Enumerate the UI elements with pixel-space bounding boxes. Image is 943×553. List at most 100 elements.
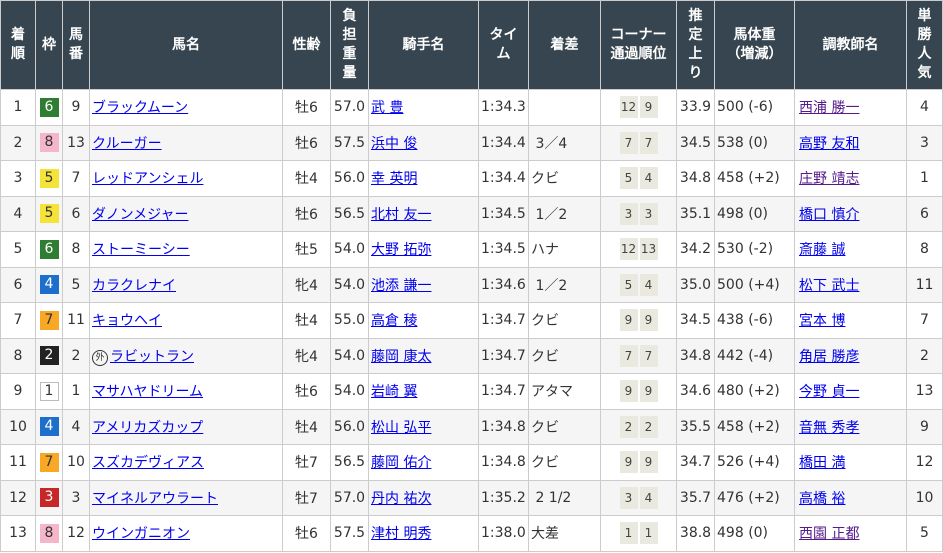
- weight-cell: 57.5: [330, 515, 369, 552]
- time-cell: 1:34.8: [478, 444, 529, 481]
- trainer-cell: 音無 秀孝: [794, 408, 907, 445]
- horse-cell: ブラックムーン: [89, 89, 283, 126]
- body-weight: 530: [717, 241, 744, 258]
- jockey-cell: 藤岡 佑介: [368, 444, 479, 481]
- jockey-link[interactable]: 津村 明秀: [371, 526, 432, 543]
- umaban-cell: 4: [62, 408, 90, 445]
- jockey-link[interactable]: 岩崎 翼: [371, 384, 418, 401]
- time-cell: 1:34.8: [478, 408, 529, 445]
- sexage-cell: 牝4: [282, 337, 331, 374]
- horse-cell: アメリカズカップ: [89, 408, 283, 445]
- trainer-link[interactable]: 西浦 勝一: [799, 100, 860, 117]
- time-cell: 1:35.2: [478, 479, 529, 516]
- trainer-link[interactable]: 宮本 博: [799, 313, 846, 330]
- jockey-link[interactable]: 浜中 俊: [371, 135, 418, 152]
- waku-cell: 6: [35, 89, 63, 126]
- jockey-link[interactable]: 北村 友一: [371, 206, 432, 223]
- jockey-link[interactable]: 松山 弘平: [371, 419, 432, 436]
- header-jockey: 騎手名: [368, 0, 479, 90]
- jockey-link[interactable]: 池添 謙一: [371, 277, 432, 294]
- table-row: 12 3 3 マイネルアウラート 牡7 57.0 丹内 祐次 1:35.2 2 1/2 3 4 35…: [0, 479, 943, 516]
- waku-cell: 8: [35, 515, 63, 552]
- time-cell: 1:34.7: [478, 373, 529, 410]
- popularity-cell: 3: [906, 124, 943, 161]
- body-weight-cell: 458 (+2): [714, 160, 795, 197]
- table-row: 7 7 11 キョウヘイ 牡4 55.0 高倉 稜 1:34.7 クビ 9 9 34.5 438 (-6…: [0, 302, 943, 339]
- last3f-cell: 34.6: [676, 373, 715, 410]
- trainer-link[interactable]: 橋田 満: [799, 455, 846, 472]
- waku-badge: 5: [39, 168, 59, 188]
- trainer-link[interactable]: 斎藤 誠: [799, 242, 846, 259]
- horse-link[interactable]: ストーミーシー: [92, 242, 190, 259]
- margin-cell: 3／4: [528, 124, 601, 161]
- table-row: 2 8 13 クルーガー 牡6 57.5 浜中 俊 1:34.4 3／4 7 7 34.5 538 (…: [0, 124, 943, 161]
- trainer-link[interactable]: 庄野 靖志: [799, 171, 860, 188]
- jockey-link[interactable]: 藤岡 康太: [371, 348, 432, 365]
- popularity-cell: 7: [906, 302, 943, 339]
- umaban-cell: 7: [62, 160, 90, 197]
- trainer-link[interactable]: 松下 武士: [799, 277, 860, 294]
- corner-position: 4: [639, 167, 658, 190]
- horse-cell: ストーミーシー: [89, 231, 283, 268]
- jockey-cell: 北村 友一: [368, 195, 479, 232]
- trainer-link[interactable]: 高野 友和: [799, 135, 860, 152]
- jockey-link[interactable]: 幸 英明: [371, 171, 418, 188]
- header-popularity: 単勝人気: [906, 0, 943, 90]
- horse-link[interactable]: キョウヘイ: [92, 313, 162, 330]
- jockey-link[interactable]: 高倉 稜: [371, 313, 418, 330]
- jockey-link[interactable]: 藤岡 佑介: [371, 455, 432, 472]
- jockey-cell: 岩崎 翼: [368, 373, 479, 410]
- waku-badge: 2: [39, 346, 59, 366]
- trainer-link[interactable]: 橋口 慎介: [799, 206, 860, 223]
- margin-cell: アタマ: [528, 373, 601, 410]
- jockey-link[interactable]: 大野 拓弥: [371, 242, 432, 259]
- horse-link[interactable]: マイネルアウラート: [92, 490, 218, 507]
- waku-badge: 4: [39, 275, 59, 295]
- trainer-link[interactable]: 音無 秀孝: [799, 419, 860, 436]
- margin-cell: 1／2: [528, 266, 601, 303]
- trainer-link[interactable]: 西園 正都: [799, 526, 860, 543]
- horse-link[interactable]: カラクレナイ: [92, 277, 176, 294]
- trainer-cell: 松下 武士: [794, 266, 907, 303]
- rank-cell: 6: [0, 266, 36, 303]
- last3f-cell: 34.8: [676, 160, 715, 197]
- trainer-link[interactable]: 今野 貞一: [799, 384, 860, 401]
- trainer-link[interactable]: 角居 勝彦: [799, 348, 860, 365]
- jockey-link[interactable]: 武 豊: [371, 100, 404, 117]
- umaban-cell: 13: [62, 124, 90, 161]
- horse-link[interactable]: クルーガー: [92, 135, 162, 152]
- trainer-link[interactable]: 高橋 裕: [799, 490, 846, 507]
- waku-cell: 5: [35, 160, 63, 197]
- corner-position: 3: [639, 202, 658, 225]
- weight-cell: 54.0: [330, 231, 369, 268]
- corner-position: 1: [619, 522, 638, 545]
- rank-cell: 2: [0, 124, 36, 161]
- horse-link[interactable]: マサハヤドリーム: [92, 384, 204, 401]
- horse-link[interactable]: ラビットラン: [110, 348, 194, 365]
- header-rank: 着順: [0, 0, 36, 90]
- weight-cell: 57.0: [330, 479, 369, 516]
- body-weight: 480: [717, 383, 744, 400]
- horse-link[interactable]: スズカデヴィアス: [92, 455, 204, 472]
- header-trainer: 調教師名: [794, 0, 907, 90]
- horse-link[interactable]: レッドアンシェル: [92, 171, 204, 188]
- horse-link[interactable]: ダノンメジャー: [92, 206, 189, 223]
- rank-cell: 12: [0, 479, 36, 516]
- popularity-cell: 13: [906, 373, 943, 410]
- horse-link[interactable]: ブラックムーン: [92, 100, 189, 117]
- last3f-cell: 34.2: [676, 231, 715, 268]
- weight-cell: 55.0: [330, 302, 369, 339]
- table-row: 6 4 5 カラクレナイ 牝4 54.0 池添 謙一 1:34.6 1／2 5 4 35.0 500 …: [0, 266, 943, 303]
- sexage-cell: 牡6: [282, 124, 331, 161]
- horse-link[interactable]: ウインガニオン: [92, 526, 190, 543]
- corner-position: 9: [639, 96, 658, 119]
- horse-link[interactable]: アメリカズカップ: [92, 419, 204, 436]
- body-weight-cell: 500 (+4): [714, 266, 795, 303]
- table-row: 10 4 4 アメリカズカップ 牡4 56.0 松山 弘平 1:34.8 クビ 2 2 35.5 458…: [0, 408, 943, 445]
- jockey-link[interactable]: 丹内 祐次: [371, 490, 432, 507]
